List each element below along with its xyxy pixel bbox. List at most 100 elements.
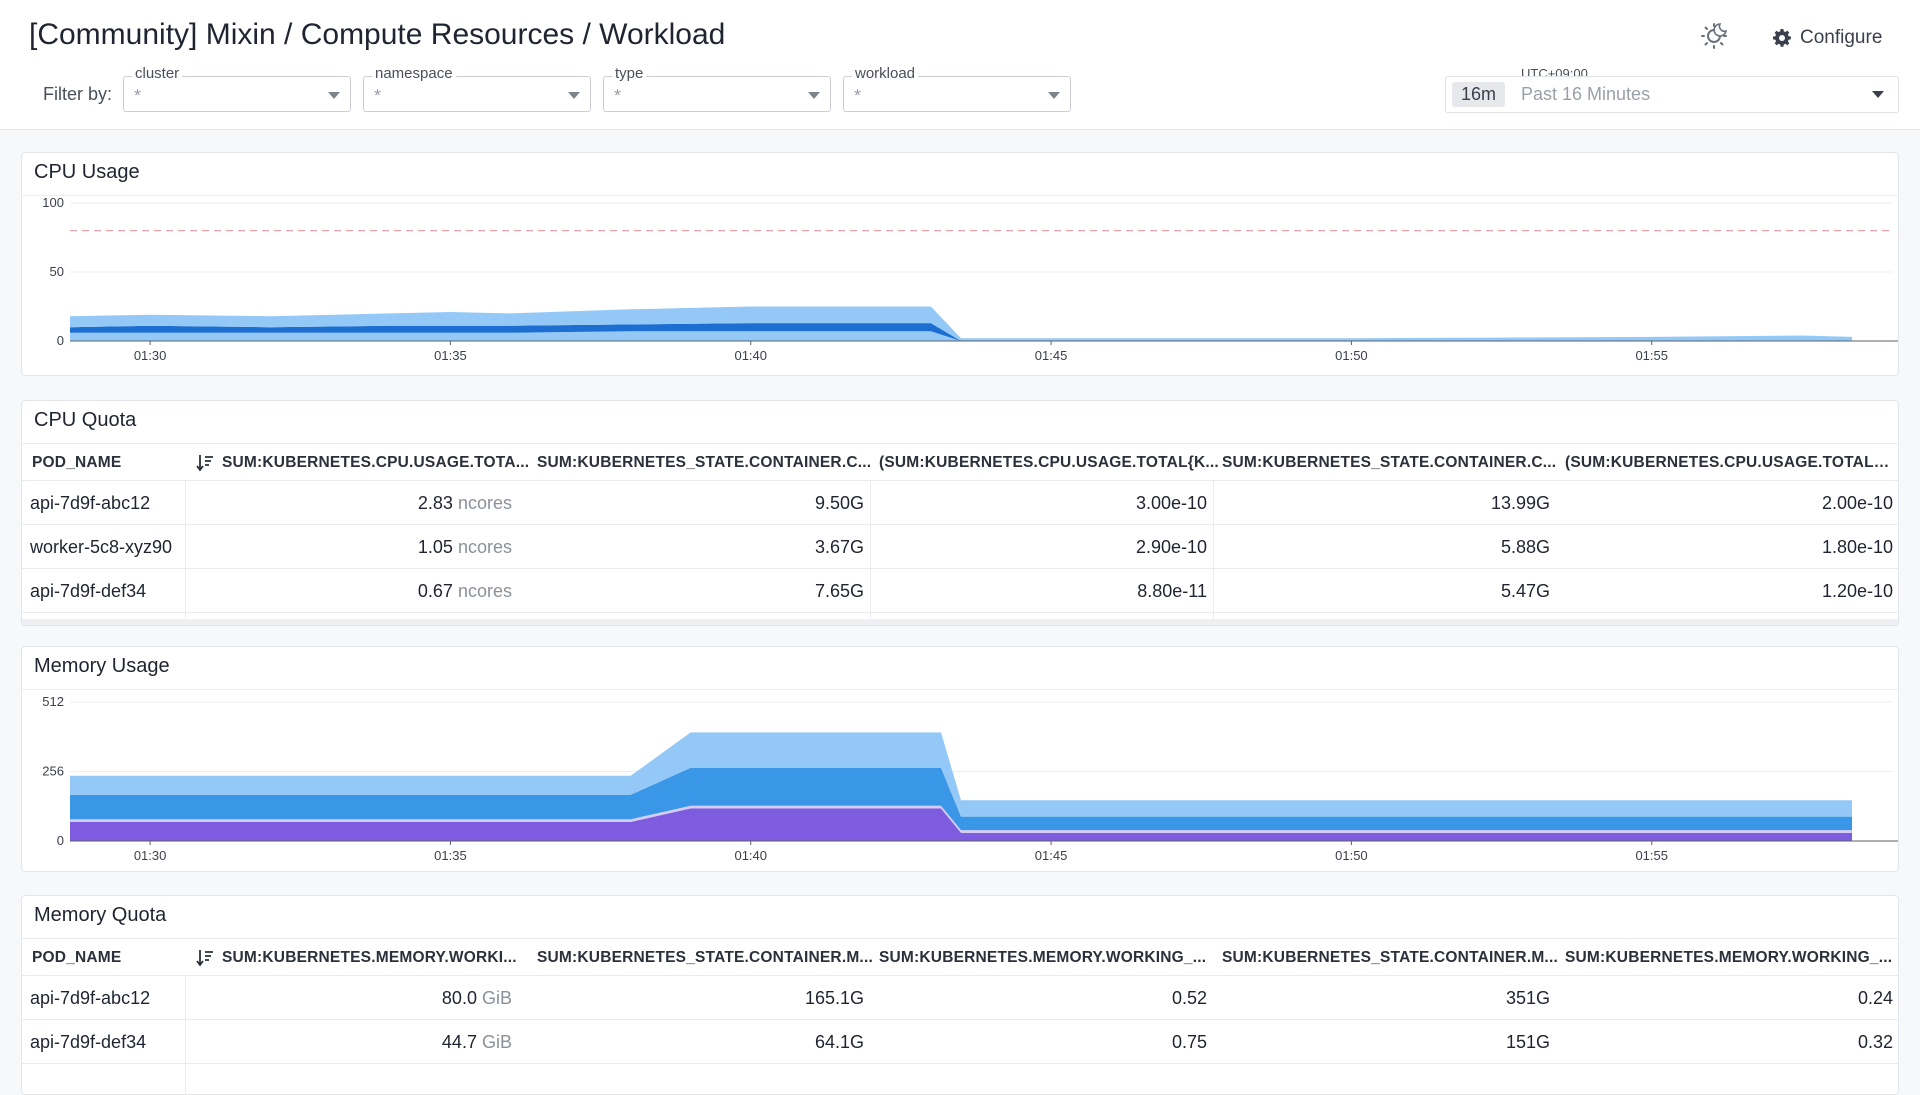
cell-value: 0.67 ncores — [417, 581, 512, 601]
chevron-down-icon — [808, 92, 820, 99]
column-header[interactable]: SUM:KUBERNETES_STATE.CONTAINER.M... — [1222, 949, 1558, 966]
theme-toggle-button[interactable] — [1698, 18, 1732, 52]
cpu-usage-chart[interactable]: 0 50 100 01:30 01:35 01:40 01:45 01:50 01:55 — [22, 195, 1899, 376]
column-header[interactable]: POD_NAME — [32, 454, 122, 471]
cell-value: 80.0 GiB — [441, 988, 512, 1008]
panel-title: CPU Quota — [34, 409, 137, 431]
time-range-picker[interactable]: 16m Past 16 Minutes — [1445, 76, 1899, 113]
configure-button[interactable]: Configure — [1772, 24, 1882, 52]
x-tick-label: 01:55 — [1635, 848, 1668, 863]
filter-label: Filter by: — [43, 84, 113, 104]
panel-title: CPU Usage — [34, 161, 140, 183]
cell-value: 0.24 — [1857, 988, 1893, 1008]
x-tick-label: 01:35 — [434, 348, 467, 363]
table-header: POD_NAME SUM:KUBERNETES.CPU.USAGE.TOTA..… — [22, 443, 1898, 481]
y-tick-label: 512 — [42, 694, 64, 709]
sort-desc-icon[interactable] — [195, 453, 215, 473]
x-tick-label: 01:50 — [1335, 848, 1368, 863]
column-header[interactable]: SUM:KUBERNETES_STATE.CONTAINER.C... — [1222, 454, 1557, 471]
y-tick-label: 0 — [57, 833, 64, 848]
column-header[interactable]: SUM:KUBERNETES_STATE.CONTAINER.M... — [537, 949, 873, 966]
column-header[interactable]: POD_NAME — [32, 949, 122, 966]
cell-value: 2.83 ncores — [417, 493, 512, 513]
memory-quota-panel: Memory Quota POD_NAME SUM:KUBERNETES.MEM… — [21, 895, 1899, 1095]
gear-icon — [1773, 29, 1791, 47]
column-header[interactable]: SUM:KUBERNETES.CPU.USAGE.TOTA... — [222, 454, 530, 471]
cluster-filter[interactable]: cluster * — [123, 65, 351, 112]
cell-value: 3.67G — [814, 537, 864, 557]
cell-value: 3.00e-10 — [1135, 493, 1207, 513]
x-tick-label: 01:40 — [734, 848, 767, 863]
cell-value: 0.32 — [1857, 1032, 1893, 1052]
cell-value: 0.75 — [1171, 1032, 1207, 1052]
panel-title: Memory Quota — [34, 904, 167, 926]
column-header[interactable]: SUM:KUBERNETES_STATE.CONTAINER.C... — [537, 454, 872, 471]
y-tick-label: 100 — [42, 195, 64, 210]
cell-value: 1.20e-10 — [1821, 581, 1893, 601]
column-header[interactable]: SUM:KUBERNETES.MEMORY.WORKI... — [222, 949, 517, 966]
pod-name: api-7d9f-abc12 — [30, 988, 151, 1008]
x-tick-label: 01:40 — [734, 348, 767, 363]
cell-value: 7.65G — [814, 581, 864, 601]
configure-label: Configure — [1800, 27, 1883, 48]
x-tick-label: 01:35 — [434, 848, 467, 863]
namespace-filter[interactable]: namespace * — [363, 65, 591, 112]
chevron-down-icon — [1048, 92, 1060, 99]
cell-value: 351G — [1505, 988, 1550, 1008]
filter-legend: type — [612, 65, 647, 83]
pod-name: api-7d9f-def34 — [30, 581, 147, 601]
y-tick-label: 256 — [42, 764, 64, 779]
type-filter[interactable]: type * — [603, 65, 831, 112]
sun-moon-icon — [1701, 23, 1728, 49]
cell-value: 5.88G — [1500, 537, 1550, 557]
cell-value: 165.1G — [804, 988, 864, 1008]
cell-value: 0.52 — [1171, 988, 1207, 1008]
chevron-down-icon — [1872, 91, 1884, 98]
x-tick-label: 01:50 — [1335, 348, 1368, 363]
cell-value: 44.7 GiB — [441, 1032, 512, 1052]
pod-name: api-7d9f-abc12 — [30, 493, 151, 513]
series-area — [70, 732, 1852, 817]
cpu-usage-panel: CPU Usage 0 50 100 01:30 01:35 01:40 01:45 01:5… — [21, 152, 1899, 376]
workload-filter[interactable]: workload * — [843, 65, 1071, 112]
horizontal-scrollbar[interactable] — [22, 619, 1898, 625]
pod-name: worker-5c8-xyz90 — [30, 537, 173, 557]
sort-desc-icon[interactable] — [195, 948, 215, 968]
filter-legend: namespace — [372, 65, 456, 83]
cell-value: 64.1G — [814, 1032, 864, 1052]
cell-value: 8.80e-11 — [1137, 581, 1207, 601]
table-header: POD_NAME SUM:KUBERNETES.MEMORY.WORKI... … — [22, 938, 1898, 976]
cell-value: 2.00e-10 — [1821, 493, 1893, 513]
series-area — [70, 306, 1852, 341]
x-tick-label: 01:45 — [1035, 348, 1068, 363]
x-tick-label: 01:30 — [134, 348, 167, 363]
column-header[interactable]: (SUM:KUBERNETES.CPU.USAGE.TOTAL{K... — [879, 454, 1219, 471]
panel-title: Memory Usage — [34, 655, 170, 677]
filter-legend: workload — [852, 65, 919, 83]
memory-usage-panel: Memory Usage 0 256 512 01:30 01:35 01:40 01:45… — [21, 646, 1899, 872]
column-header[interactable]: (SUM:KUBERNETES.CPU.USAGE.TOTAL{K... — [1565, 454, 1895, 471]
filter-value: * — [134, 86, 142, 106]
y-tick-label: 50 — [50, 264, 64, 279]
column-header[interactable]: SUM:KUBERNETES.MEMORY.WORKING_... — [879, 949, 1207, 966]
memory-usage-chart[interactable]: 0 256 512 01:30 01:35 01:40 01:45 01:50 01:55 — [22, 689, 1899, 872]
filter-value: * — [374, 86, 382, 106]
column-header[interactable]: SUM:KUBERNETES.MEMORY.WORKING_... — [1565, 949, 1893, 966]
dashboard-header: [Community] Mixin / Compute Resources / … — [0, 0, 1920, 130]
cell-value: 13.99G — [1490, 493, 1550, 513]
table-row[interactable]: api-7d9f-abc12 2.83 ncores 9.50G 3.00e-1… — [22, 481, 1898, 525]
y-tick-label: 0 — [57, 333, 64, 348]
table-row[interactable]: api-7d9f-abc12 80.0 GiB 165.1G 0.52 351G… — [22, 976, 1898, 1020]
table-row[interactable]: api-7d9f-def34 44.7 GiB 64.1G 0.75 151G … — [22, 1020, 1898, 1064]
table-row[interactable]: worker-5c8-xyz90 1.05 ncores 3.67G 2.90e… — [22, 525, 1898, 569]
pod-name: api-7d9f-def34 — [30, 1032, 147, 1052]
cpu-quota-panel: CPU Quota POD_NAME SUM:KUBERNETES.CPU.US… — [21, 400, 1899, 626]
filter-legend: cluster — [132, 65, 183, 83]
series-area — [70, 808, 1852, 841]
cell-value: 1.80e-10 — [1821, 537, 1893, 557]
cell-value: 151G — [1505, 1032, 1550, 1052]
series-area — [70, 767, 1852, 831]
chevron-down-icon — [568, 92, 580, 99]
table-row[interactable]: api-7d9f-def34 0.67 ncores 7.65G 8.80e-1… — [22, 569, 1898, 613]
time-range-label: Past 16 Minutes — [1521, 84, 1651, 104]
